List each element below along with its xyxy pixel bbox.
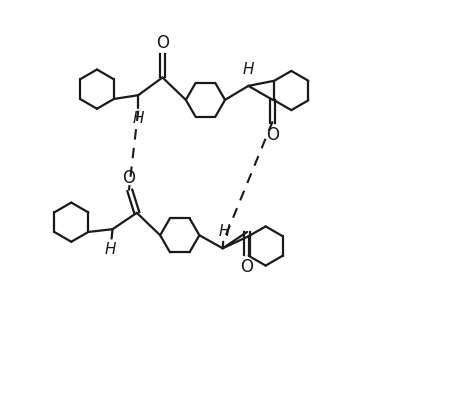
Text: O: O: [156, 34, 169, 52]
Text: O: O: [240, 258, 254, 276]
Text: O: O: [266, 125, 279, 144]
Text: H: H: [219, 224, 230, 239]
Text: H: H: [104, 242, 116, 257]
Text: H: H: [243, 62, 254, 77]
Text: H: H: [132, 111, 144, 126]
Text: O: O: [122, 169, 136, 187]
